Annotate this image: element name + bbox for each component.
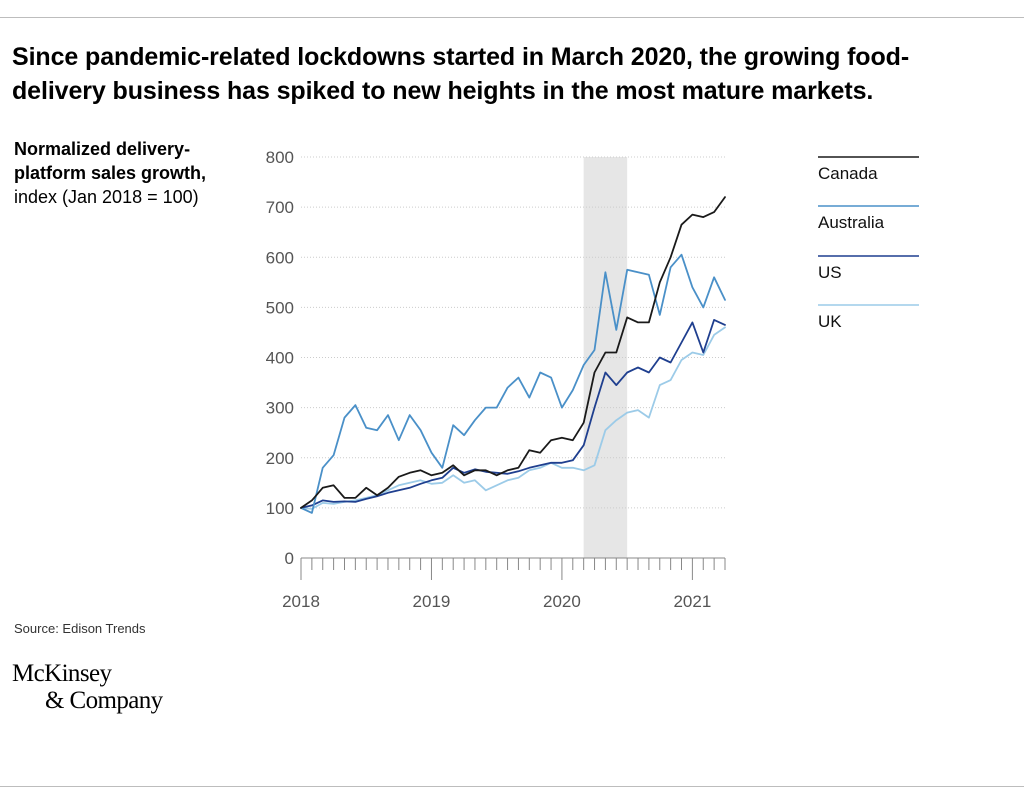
- legend-label-canada: Canada: [818, 164, 878, 183]
- series-line-canada: [300, 196, 726, 509]
- logo-line-1: McKinsey: [12, 660, 112, 687]
- top-rule: [0, 17, 1024, 18]
- x-tick-label-2019: 2019: [413, 592, 451, 611]
- y-tick-label-400: 400: [266, 349, 294, 368]
- y-axis-label-rest: index (Jan 2018 = 100): [14, 187, 199, 207]
- y-tick-label-100: 100: [266, 499, 294, 518]
- mckinsey-logo: McKinsey & Company: [12, 660, 163, 714]
- legend-label-uk: UK: [818, 312, 842, 331]
- x-tick-label-2020: 2020: [543, 592, 581, 611]
- y-tick-label-600: 600: [266, 248, 294, 267]
- y-tick-label-300: 300: [266, 399, 294, 418]
- x-tick-label-2018: 2018: [282, 592, 320, 611]
- y-tick-label-700: 700: [266, 198, 294, 217]
- logo-line-2: & Company: [45, 687, 163, 714]
- source-note: Source: Edison Trends: [14, 621, 146, 636]
- series-line-us: [300, 318, 726, 509]
- y-tick-label-800: 800: [266, 148, 294, 167]
- y-axis-label: Normalized delivery-platform sales growt…: [14, 137, 214, 209]
- y-tick-label-200: 200: [266, 449, 294, 468]
- legend-label-australia: Australia: [818, 213, 885, 232]
- chart-title: Since pandemic-related lockdowns started…: [12, 43, 910, 105]
- x-tick-label-2021: 2021: [673, 592, 711, 611]
- y-axis-label-bold: Normalized delivery-platform sales growt…: [14, 139, 207, 183]
- y-tick-label-500: 500: [266, 298, 294, 317]
- y-tick-label-0: 0: [285, 549, 294, 568]
- series-line-uk: [300, 326, 726, 510]
- series-line-australia: [300, 253, 726, 514]
- legend-label-us: US: [818, 263, 842, 282]
- bottom-rule: [0, 786, 1024, 787]
